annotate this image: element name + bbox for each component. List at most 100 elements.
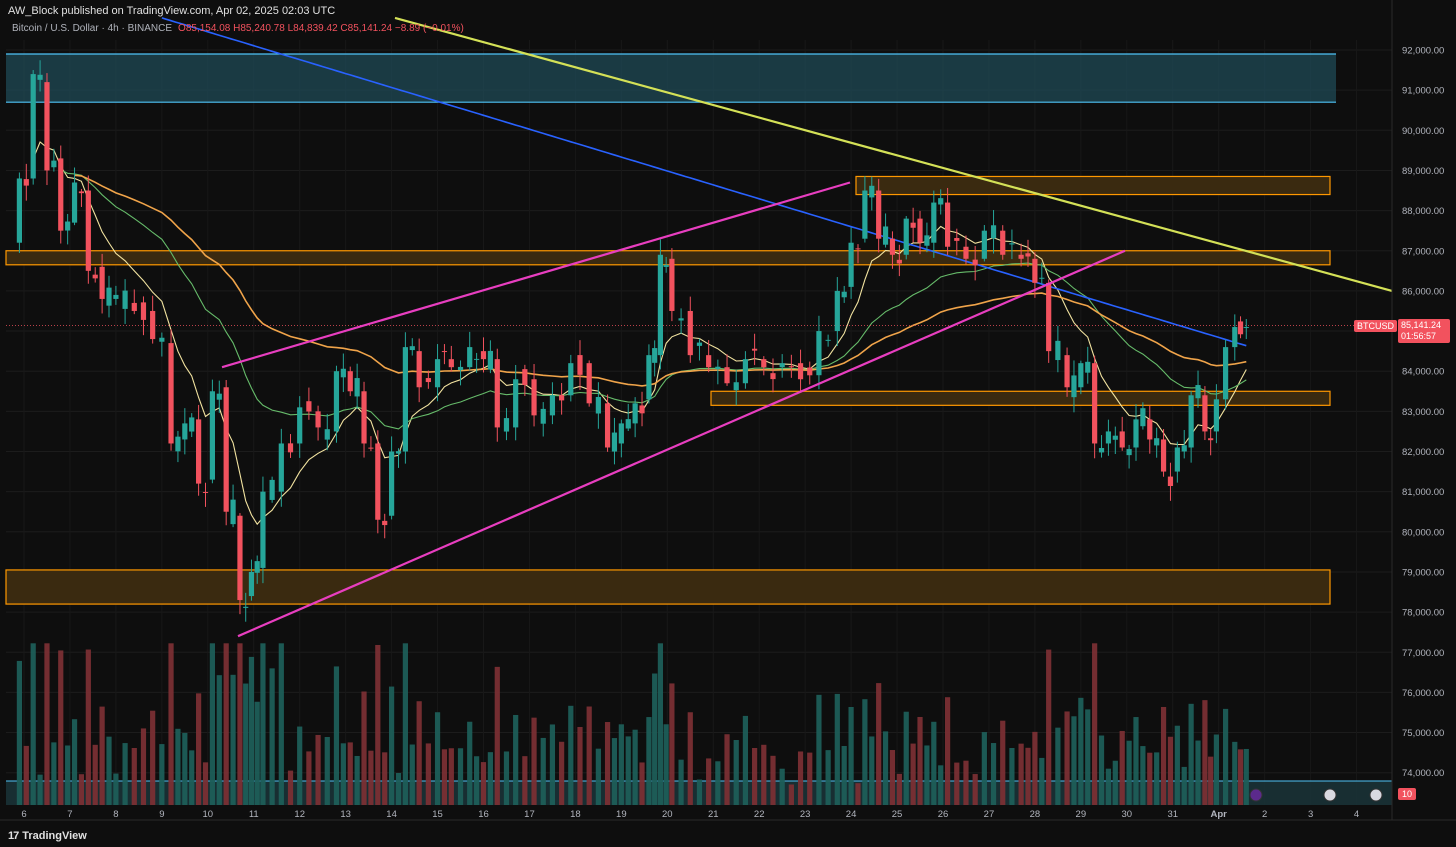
candle-body	[1154, 438, 1160, 446]
volume-bar	[1055, 727, 1061, 805]
volume-bar	[779, 768, 785, 805]
y-tick-label: 89,000.00	[1402, 166, 1444, 177]
candle-body	[287, 443, 294, 453]
candle-body	[230, 499, 236, 525]
candle-body	[354, 378, 360, 397]
candle-body	[375, 443, 381, 520]
candle-body	[113, 294, 119, 299]
volume-bar	[577, 727, 583, 805]
candle-body	[1222, 347, 1229, 400]
candle-body	[382, 520, 388, 526]
volume-bar	[269, 668, 275, 805]
candle-body	[340, 368, 346, 378]
candle-body	[209, 391, 215, 480]
candle-body	[963, 246, 969, 259]
volume-bar	[841, 745, 847, 805]
volume-bar	[159, 744, 165, 805]
volume-bar	[368, 750, 374, 805]
x-tick-label: 23	[800, 809, 811, 820]
candle-body	[1167, 476, 1174, 487]
volume-bar	[568, 705, 574, 805]
x-tick-label: 9	[159, 809, 164, 820]
volume-bar	[855, 783, 861, 805]
y-tick-label: 92,000.00	[1402, 46, 1444, 57]
volume-bar	[869, 736, 875, 805]
volume-bar	[931, 721, 937, 805]
volume-bar	[944, 697, 951, 805]
candle-body	[639, 405, 645, 414]
candle-body	[1119, 431, 1125, 448]
wedge-upper-line	[221, 181, 851, 369]
candle-body	[480, 351, 487, 360]
y-tick-label: 88,000.00	[1402, 206, 1444, 217]
volume-bar	[1167, 736, 1174, 805]
volume-bar	[742, 715, 749, 805]
volume-bar	[797, 751, 804, 805]
candle-body	[540, 408, 546, 424]
x-tick-label: 19	[616, 809, 627, 820]
candle-body	[1025, 253, 1031, 257]
candle-body	[834, 290, 840, 332]
volume-bar	[237, 643, 243, 805]
candle-body	[425, 378, 431, 383]
candle-body	[752, 348, 758, 351]
volume-bar	[788, 784, 794, 805]
candle-body	[770, 373, 776, 380]
volume-bar	[382, 752, 388, 805]
volume-bar	[715, 761, 721, 805]
candle-body	[30, 74, 36, 179]
x-tick-label: 13	[340, 809, 351, 820]
candle-body	[652, 348, 658, 363]
volume-bar	[209, 643, 215, 805]
candle-body	[315, 411, 321, 428]
ma-30-line	[60, 169, 1247, 430]
volume-bar	[1147, 752, 1153, 805]
volume-bar	[990, 743, 997, 805]
volume-bar	[1119, 730, 1125, 805]
volume-bar	[503, 751, 510, 805]
volume-bar	[1105, 768, 1112, 805]
zone-support-low	[5, 569, 1331, 605]
candle-body	[513, 379, 519, 428]
volume-bar	[122, 743, 128, 805]
volume-bar	[448, 748, 454, 805]
x-tick-label: 27	[984, 809, 995, 820]
volume-bar	[910, 743, 916, 805]
candle-body	[1112, 435, 1118, 440]
candle-body	[361, 391, 367, 444]
candle-body	[92, 274, 98, 279]
y-tick-label: 83,000.00	[1402, 407, 1444, 418]
volume-bar	[1126, 740, 1132, 805]
x-tick-label: 28	[1030, 809, 1041, 820]
volume-bar	[663, 724, 669, 805]
candle-body	[1126, 449, 1132, 456]
volume-bar	[389, 686, 395, 805]
x-tick-label: 4	[1354, 809, 1359, 820]
volume-bar	[315, 734, 321, 805]
candle-body	[85, 190, 91, 271]
candle-body	[663, 264, 669, 267]
candle-body	[487, 350, 493, 370]
candle-body	[706, 355, 712, 368]
candle-body	[931, 202, 937, 243]
volume-bar	[646, 717, 652, 805]
volume-bar	[1046, 649, 1052, 805]
candle-body	[954, 238, 960, 241]
x-tick-label: 21	[708, 809, 719, 820]
candle-body	[140, 302, 147, 320]
y-tick-label: 86,000.00	[1402, 286, 1444, 297]
candle-body	[131, 302, 137, 311]
candle-body	[389, 451, 395, 516]
volume-bar	[1078, 697, 1084, 805]
volume-bar	[71, 719, 78, 805]
candle-body	[1078, 363, 1084, 388]
candle-body	[646, 355, 652, 400]
volume-bar	[540, 737, 546, 805]
volume-bar	[1133, 717, 1139, 805]
volume-bar	[513, 714, 519, 805]
x-tick-label: 30	[1122, 809, 1133, 820]
volume-bar	[625, 736, 631, 805]
volume-bar	[23, 745, 29, 805]
volume-bar	[678, 759, 684, 805]
